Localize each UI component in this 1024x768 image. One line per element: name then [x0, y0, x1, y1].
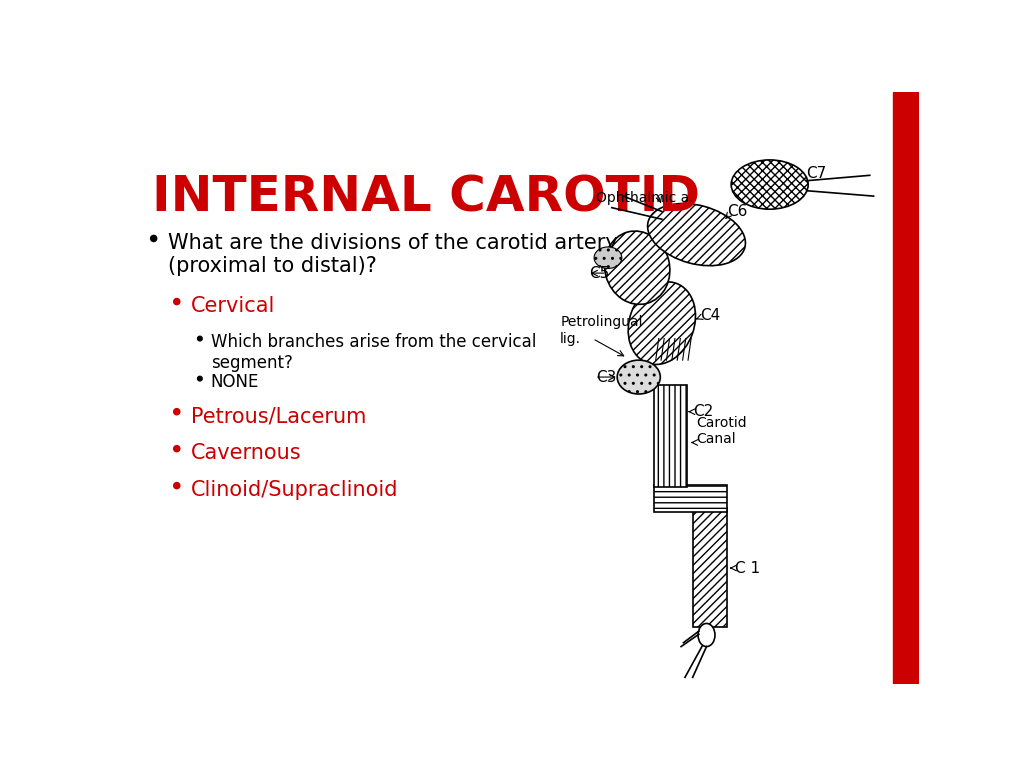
- Bar: [654, 385, 686, 487]
- Text: NONE: NONE: [211, 373, 259, 391]
- Text: What are the divisions of the carotid artery
(proximal to distal)?: What are the divisions of the carotid ar…: [168, 233, 617, 276]
- Text: Carotid
Canal: Carotid Canal: [696, 415, 748, 446]
- Bar: [654, 485, 727, 511]
- Text: Which branches arise from the cervical
segment?: Which branches arise from the cervical s…: [211, 333, 536, 372]
- Bar: [893, 92, 920, 684]
- Circle shape: [151, 235, 157, 242]
- Bar: [692, 508, 727, 627]
- Text: INTERNAL CAROTID: INTERNAL CAROTID: [153, 173, 700, 221]
- Ellipse shape: [647, 204, 745, 266]
- Circle shape: [174, 409, 180, 415]
- Text: Cavernous: Cavernous: [190, 443, 301, 463]
- Text: Petrolingual
lig.: Petrolingual lig.: [560, 316, 643, 346]
- Text: C4: C4: [700, 308, 721, 323]
- Text: Petrous/Lacerum: Petrous/Lacerum: [190, 406, 366, 426]
- Text: C6: C6: [727, 204, 748, 219]
- Circle shape: [174, 482, 180, 488]
- Text: Cervical: Cervical: [190, 296, 275, 316]
- Circle shape: [174, 445, 180, 452]
- Ellipse shape: [628, 282, 695, 365]
- Circle shape: [174, 299, 180, 305]
- Ellipse shape: [594, 247, 622, 269]
- Text: Ophthalmic a.: Ophthalmic a.: [596, 190, 694, 205]
- Text: Clinoid/Supraclinoid: Clinoid/Supraclinoid: [190, 480, 398, 500]
- Ellipse shape: [698, 624, 715, 647]
- Circle shape: [198, 376, 202, 381]
- Text: C2: C2: [692, 404, 713, 419]
- Text: C 1: C 1: [735, 561, 760, 575]
- Text: C7: C7: [807, 166, 826, 180]
- Ellipse shape: [604, 231, 670, 304]
- Circle shape: [198, 336, 202, 341]
- Text: C3: C3: [596, 369, 616, 385]
- Ellipse shape: [617, 360, 660, 394]
- Text: C5: C5: [589, 266, 609, 280]
- Ellipse shape: [731, 160, 808, 209]
